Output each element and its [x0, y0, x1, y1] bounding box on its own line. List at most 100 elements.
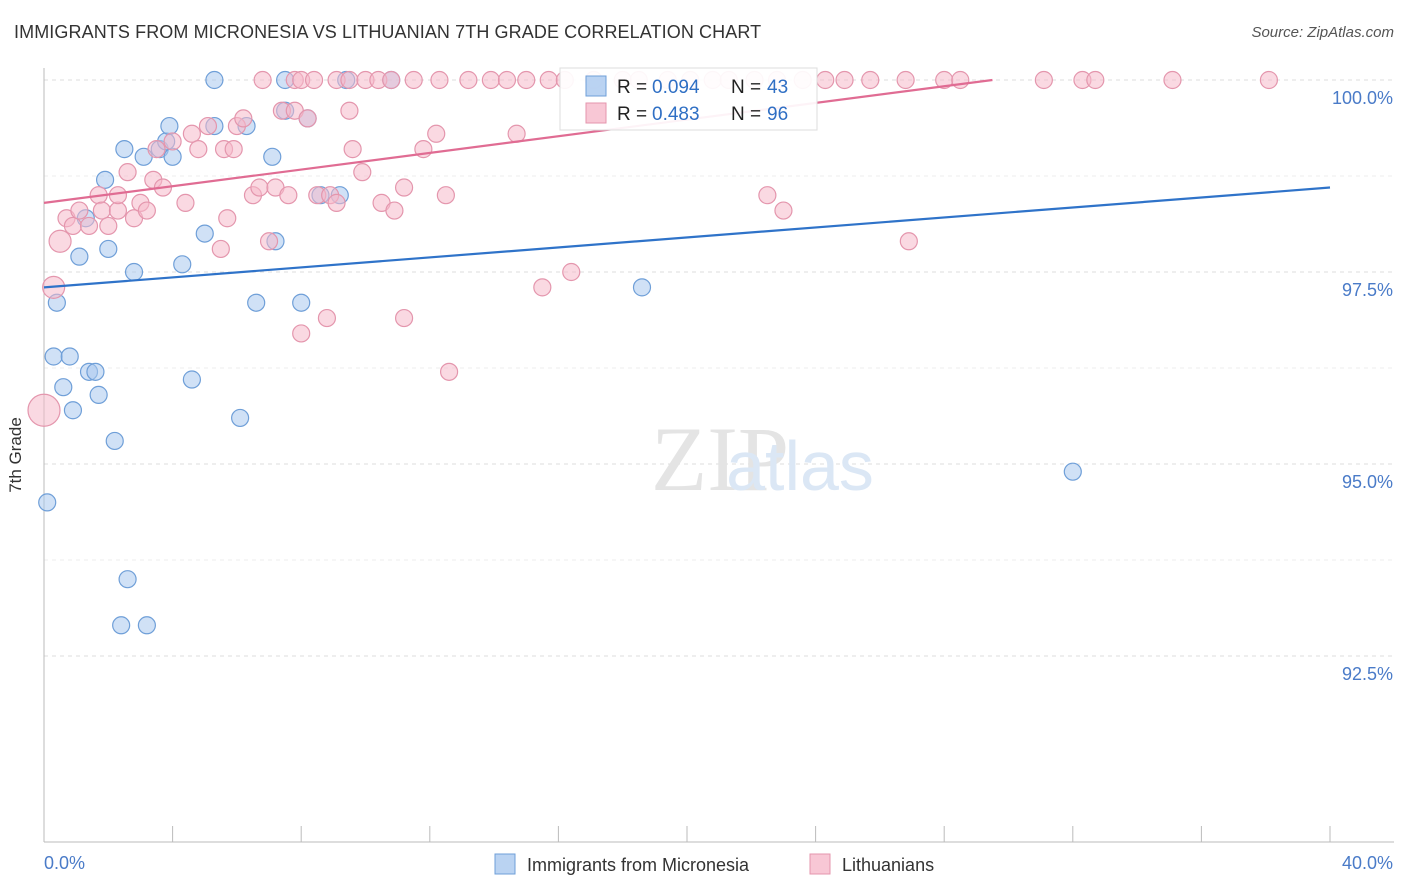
legend-n-value-pink: 96 — [767, 104, 788, 125]
lithuanians-point — [774, 201, 793, 220]
micronesia-point — [263, 147, 282, 166]
legend-r-value-pink: 0.483 — [652, 104, 700, 125]
lithuanians-point — [108, 201, 128, 220]
lithuanians-point — [63, 216, 83, 236]
lithuanians-point — [27, 393, 61, 427]
lithuanians-point — [439, 362, 459, 381]
lithuanians-point — [459, 70, 478, 90]
lithuanians-point — [758, 186, 777, 205]
micronesia-point — [173, 255, 192, 274]
lithuanians-point — [218, 209, 237, 228]
micronesia-point — [632, 278, 652, 297]
lithuanians-point — [1163, 70, 1182, 90]
chart-title: IMMIGRANTS FROM MICRONESIA VS LITHUANIAN… — [14, 22, 762, 42]
lithuanians-point — [137, 201, 156, 220]
micronesia-point — [99, 239, 118, 259]
micronesia-point — [60, 347, 79, 366]
legend-r-label-blue: R = — [617, 77, 647, 98]
lithuanians-point — [340, 70, 359, 90]
lithuanians-point — [1259, 70, 1279, 90]
lithuanians-point — [298, 109, 317, 128]
lithuanians-point — [304, 70, 324, 90]
lithuanians-point — [48, 229, 72, 253]
micronesia-point — [112, 616, 131, 635]
lithuanians-point — [224, 140, 243, 159]
lithuanians-point — [317, 308, 337, 328]
legend-swatch-blue — [585, 75, 607, 97]
micronesia-point — [247, 293, 266, 312]
y-tick-label: 100.0% — [1332, 88, 1393, 108]
lithuanians-point — [507, 124, 526, 143]
micronesia-point — [1063, 462, 1082, 481]
micronesia-point — [205, 70, 224, 90]
lithuanians-point — [92, 201, 111, 220]
lithuanians-point — [896, 70, 915, 90]
lithuanians-point — [816, 70, 835, 90]
lithuanians-point — [430, 70, 449, 90]
lithuanians-point — [189, 140, 208, 159]
lithuanians-point — [861, 70, 880, 90]
bottom-legend-swatch-micronesia — [494, 853, 516, 875]
lithuanians-point — [70, 201, 89, 220]
tick-labels: 100.0% 97.5% 95.0% 92.5% 0.0% 40.0% — [44, 88, 1393, 873]
lithuanians-point — [427, 124, 446, 143]
lithuanians-point — [198, 116, 218, 136]
legend-r-value-blue: 0.094 — [652, 77, 700, 98]
data-points — [27, 70, 1279, 635]
legend-swatch-pink — [585, 102, 607, 124]
lithuanians-point — [385, 201, 404, 220]
legend-n-label-pink: N = — [731, 104, 761, 125]
source-label: Source: ZipAtlas.com — [1251, 24, 1394, 41]
micronesia-point — [124, 262, 144, 282]
bottom-legend-label-micronesia: Immigrants from Micronesia — [527, 855, 750, 875]
micronesia-point — [86, 362, 105, 381]
lithuanians-point — [539, 70, 558, 90]
lithuanians-point — [250, 178, 269, 197]
lithuanians-point — [343, 140, 362, 159]
gridlines — [44, 79, 1394, 657]
micronesia-point — [95, 170, 115, 189]
lithuanians-point — [562, 262, 581, 282]
micronesia-point — [163, 147, 182, 166]
y-tick-label: 92.5% — [1342, 664, 1393, 684]
stats-legend: R = 0.094 N = 43 R = 0.483 N = 96 — [559, 67, 818, 131]
lithuanians-point — [353, 163, 372, 182]
lithuanians-point — [517, 70, 536, 90]
lithuanians-point — [147, 140, 166, 159]
series-legend: Immigrants from Micronesia Lithuanians — [494, 853, 934, 875]
lithuanians-point — [1034, 70, 1053, 90]
y-tick-label: 95.0% — [1342, 472, 1393, 492]
x-tick-label: 40.0% — [1342, 853, 1393, 873]
bottom-legend-swatch-lithuanians — [809, 853, 831, 875]
lithuanians-point — [118, 163, 137, 182]
lithuanians-point — [79, 216, 99, 236]
lithuanians-point — [108, 186, 128, 205]
watermark-zip: ZIP — [651, 408, 789, 510]
lithuanians-point — [259, 232, 279, 251]
micronesia-point — [292, 293, 311, 312]
lithuanians-point — [382, 70, 401, 90]
lithuanians-point — [533, 278, 552, 297]
micronesia-point — [182, 370, 201, 389]
lithuanians-point — [835, 70, 854, 90]
lithuanians-trend-line — [43, 78, 993, 204]
micronesia-point — [89, 385, 108, 404]
legend-n-label-blue: N = — [731, 77, 761, 98]
lithuanians-point — [211, 239, 230, 259]
micronesia-point — [160, 116, 179, 136]
micronesia-point — [105, 431, 124, 451]
micronesia-point — [115, 140, 134, 159]
lithuanians-point — [340, 101, 359, 120]
x-tick-label: 0.0% — [44, 853, 85, 873]
micronesia-point — [137, 616, 156, 635]
axes — [43, 68, 1394, 843]
lithuanians-point — [99, 216, 118, 236]
y-tick-label: 97.5% — [1342, 280, 1393, 300]
lithuanians-point — [497, 70, 517, 90]
micronesia-point — [44, 347, 63, 366]
lithuanians-point — [279, 186, 298, 205]
lithuanians-point — [182, 124, 201, 143]
lithuanians-point — [163, 132, 182, 151]
lithuanians-point — [394, 178, 414, 197]
